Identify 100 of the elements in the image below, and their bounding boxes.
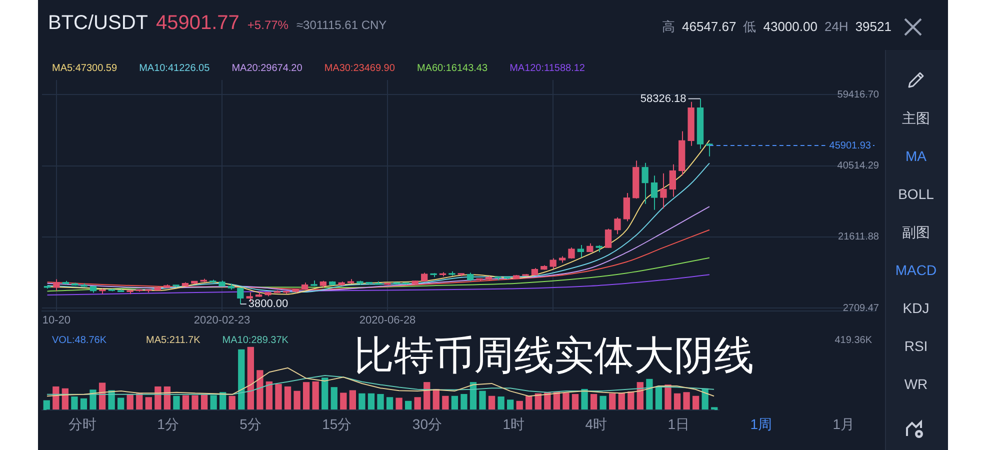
- bar: [330, 387, 338, 410]
- bar: [294, 390, 300, 410]
- candlestick: [448, 270, 456, 276]
- text: 1分: [157, 416, 179, 434]
- candlestick: [522, 274, 529, 277]
- text: MA5:47300.59: [52, 63, 118, 74]
- bar: [404, 400, 412, 410]
- line-series: [46, 162, 710, 292]
- text: 主图: [902, 109, 930, 128]
- text: 15分: [322, 416, 352, 434]
- bar: [572, 394, 579, 410]
- bar: [349, 390, 356, 410]
- text: 30分: [412, 416, 442, 434]
- bar: [590, 394, 598, 410]
- bar: [526, 396, 532, 410]
- bar: [498, 396, 504, 410]
- text: 1月: [832, 416, 855, 434]
- x-tick-label: 2020-06-28: [359, 314, 416, 326]
- bar: [692, 396, 700, 410]
- bar: [609, 393, 616, 410]
- bar: [628, 391, 634, 410]
- bar: [173, 396, 180, 410]
- annotation: 3800.00: [248, 298, 288, 310]
- bar: [516, 400, 523, 410]
- bar: [711, 407, 718, 410]
- ref-line-label: 45901.93: [829, 140, 872, 152]
- bar: [442, 396, 449, 410]
- bar: [488, 396, 496, 410]
- text: MA30:23469.90: [324, 63, 395, 74]
- bar: [451, 396, 458, 410]
- text: MA10:41226.05: [139, 63, 210, 74]
- candlestick: [218, 280, 226, 288]
- bar: [256, 370, 264, 410]
- bar: [238, 349, 245, 410]
- text: WR: [904, 375, 928, 394]
- bar: [683, 392, 690, 410]
- text: MACD: [895, 261, 937, 280]
- candlestick: [660, 172, 667, 209]
- candlestick: [642, 162, 648, 204]
- line-series: [46, 274, 710, 296]
- bar: [460, 394, 468, 410]
- bar: [302, 382, 310, 410]
- bar: [108, 390, 115, 410]
- candlestick: [688, 101, 694, 146]
- bar: [432, 388, 440, 410]
- candlestick: [172, 284, 180, 288]
- text: 45901.77: [156, 12, 240, 35]
- text: +5.77%: [247, 18, 288, 32]
- bar: [228, 396, 236, 410]
- bar: [414, 397, 421, 410]
- text: MA20:29674.20: [232, 63, 302, 74]
- bar: [322, 378, 328, 410]
- candlestick: [163, 284, 170, 288]
- line-series: [46, 206, 710, 292]
- bar: [71, 396, 78, 410]
- bar: [90, 390, 96, 410]
- text: 419.36K: [834, 335, 872, 346]
- bar: [664, 384, 672, 410]
- bar: [182, 395, 190, 410]
- candlestick: [108, 288, 115, 292]
- bar: [562, 392, 570, 410]
- bar: [154, 386, 162, 410]
- text: 43000.00: [763, 19, 818, 34]
- y-tick-label: 59416.70: [837, 89, 880, 100]
- bar: [600, 396, 606, 410]
- candlestick: [614, 216, 621, 235]
- text: MA120:11588.12: [510, 63, 585, 74]
- text: 39521: [855, 19, 892, 34]
- text: 4时: [585, 416, 608, 434]
- candlestick: [264, 292, 272, 297]
- x-tick-label: 2020-02-23: [194, 314, 250, 326]
- bar: [340, 392, 347, 410]
- bar: [145, 397, 152, 410]
- bar: [674, 393, 681, 410]
- text: MA10:289.37K: [222, 335, 288, 346]
- text: 46547.67: [682, 19, 736, 34]
- candlestick: [118, 288, 124, 292]
- annotation: 比特币周线实体大阴线: [354, 333, 754, 380]
- text: ≈301115.61 CNY: [296, 18, 387, 32]
- bar: [655, 386, 662, 410]
- bar: [275, 384, 282, 410]
- text: 1周: [750, 416, 772, 434]
- bar: [192, 395, 198, 410]
- bar: [544, 392, 551, 410]
- candlestick: [393, 282, 400, 285]
- text: RSI: [904, 337, 928, 356]
- bar: [377, 394, 384, 410]
- annotation: 58326.18: [640, 92, 686, 105]
- bar: [581, 388, 588, 410]
- bar: [618, 392, 625, 410]
- candlestick: [182, 282, 189, 287]
- x-tick-label: 10-20: [42, 314, 71, 326]
- y-tick-label: 2709.47: [842, 302, 880, 314]
- bar: [386, 397, 394, 410]
- bar: [312, 381, 319, 410]
- candlestick: [274, 290, 281, 294]
- text: 低: [743, 18, 756, 36]
- bar: [358, 393, 366, 410]
- bar: [368, 393, 375, 410]
- text: BTC/USDT: [48, 12, 148, 35]
